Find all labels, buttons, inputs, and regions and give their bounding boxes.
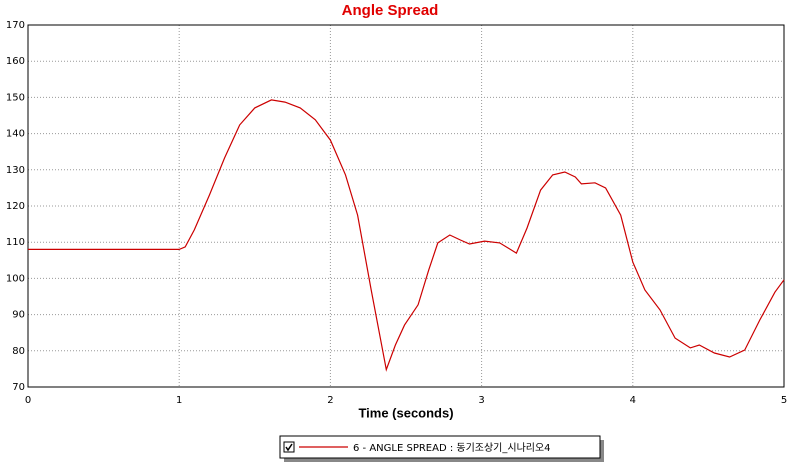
legend-checkbox[interactable]: [283, 441, 295, 453]
y-tick-label: 160: [6, 56, 25, 67]
y-tick-label: 140: [6, 129, 25, 140]
plot-border: [27, 24, 785, 388]
y-tick-label: 120: [6, 201, 25, 212]
x-tick-label: 2: [327, 395, 333, 406]
legend: 6 - ANGLE SPREAD : 동기조상기_시나리오4: [299, 442, 551, 454]
x-tick-label: 0: [25, 395, 31, 406]
x-axis-label: Time (seconds): [358, 405, 453, 420]
chart-title: Angle Spread: [342, 2, 439, 19]
series-line: [28, 99, 785, 372]
x-tick-label: 5: [781, 395, 787, 406]
legend-box: [279, 435, 601, 459]
legend-label: 6 - ANGLE SPREAD : 동기조상기_시나리오4: [353, 442, 551, 454]
x-tick-label: 3: [478, 395, 484, 406]
y-tick-label: 130: [6, 165, 25, 176]
y-tick-label: 80: [12, 346, 25, 357]
y-tick-label: 100: [6, 273, 25, 284]
x-tick-label: 1: [176, 395, 182, 406]
x-tick-label: 4: [630, 395, 636, 406]
y-tick-label: 90: [12, 310, 25, 321]
y-tick-label: 70: [12, 382, 25, 393]
check-mark: [285, 443, 293, 452]
y-tick-label: 110: [6, 237, 25, 248]
y-tick-label: 170: [6, 20, 25, 31]
y-tick-label: 150: [6, 92, 25, 103]
